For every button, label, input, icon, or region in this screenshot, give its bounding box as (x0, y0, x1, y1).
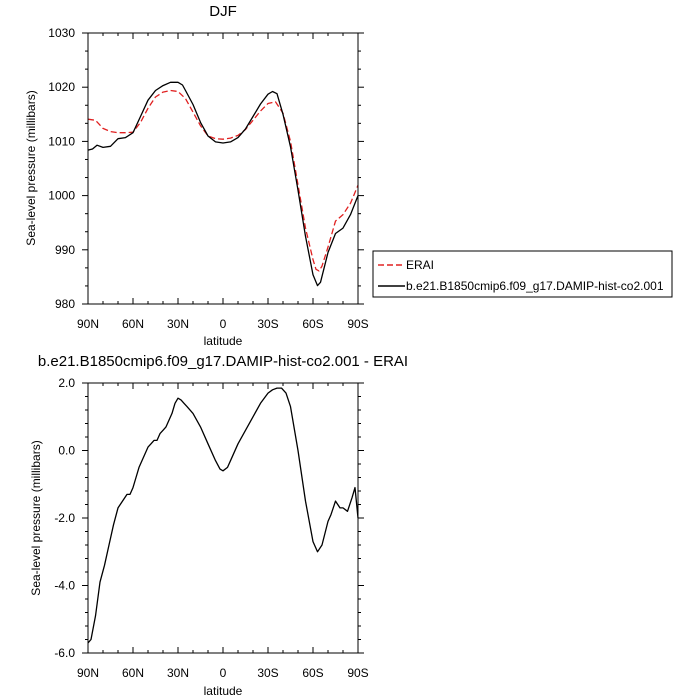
bottom-ytick-label: 0.0 (58, 444, 75, 458)
top-xtick-label: 90S (347, 317, 368, 331)
bottom-chart-panel: b.e21.B1850cmip6.f09_g17.DAMIP-hist-co2.… (29, 353, 408, 698)
bottom-ytick-label: -6.0 (54, 646, 75, 660)
top-ytick-label: 1000 (48, 189, 75, 203)
top-xtick-label: 60N (122, 317, 144, 331)
bottom-xtick-label: 90N (77, 666, 99, 680)
bottom-series-group (87, 387, 359, 644)
bottom-xtick-label: 30N (167, 666, 189, 680)
top-tick-group: 90N 60N 30N 0 30S 60S 90S 980 990 1000 1010 1020 103… (48, 26, 368, 331)
bottom-xtick-label: 90S (347, 666, 368, 680)
legend-box (372, 250, 673, 298)
bottom-xtick-label: 60S (302, 666, 323, 680)
top-chart-panel: DJF Sea-level pressure (millibars) latit… (24, 3, 369, 348)
bottom-tick-group: 90N 60N 30N 0 30S 60S 90S -6.0 -4.0 -2.0 0.0 2.0 (54, 376, 368, 680)
top-xtick-label: 60S (302, 317, 323, 331)
top-xtick-label: 30S (257, 317, 278, 331)
top-series-group (87, 81, 359, 287)
top-xtick-label: 30N (167, 317, 189, 331)
bottom-chart-title: b.e21.B1850cmip6.f09_g17.DAMIP-hist-co2.… (38, 353, 408, 370)
bottom-xtick-label: 0 (220, 666, 227, 680)
bottom-ytick-label: -4.0 (54, 579, 75, 593)
top-series-line-erai (87, 89, 359, 272)
top-series-line-model (87, 81, 359, 287)
bottom-xtick-label: 30S (257, 666, 278, 680)
top-ytick-label: 1010 (48, 134, 75, 148)
bottom-y-axis-label: Sea-level pressure (millibars) (29, 440, 43, 595)
bottom-ytick-label: -2.0 (54, 511, 75, 525)
legend-label-erai: ERAI (406, 258, 434, 272)
bottom-plot-frame (87, 382, 359, 654)
top-chart-title: DJF (209, 3, 237, 20)
top-xtick-label: 90N (77, 317, 99, 331)
top-ytick-label: 980 (55, 297, 75, 311)
legend-label-model: b.e21.B1850cmip6.f09_g17.DAMIP-hist-co2.… (406, 279, 664, 293)
top-ytick-label: 990 (55, 243, 75, 257)
bottom-xtick-label: 60N (122, 666, 144, 680)
top-y-axis-label: Sea-level pressure (millibars) (24, 90, 38, 245)
top-plot-frame (87, 32, 359, 305)
top-xtick-label: 0 (220, 317, 227, 331)
top-x-axis-label: latitude (204, 334, 243, 348)
bottom-ytick-label: 2.0 (58, 376, 75, 390)
bottom-x-axis-label: latitude (204, 684, 243, 698)
bottom-series-line-difference (87, 387, 359, 644)
top-ytick-label: 1030 (48, 26, 75, 40)
legend: ERAI b.e21.B1850cmip6.f09_g17.DAMIP-hist… (372, 250, 673, 298)
top-ytick-label: 1020 (48, 80, 75, 94)
